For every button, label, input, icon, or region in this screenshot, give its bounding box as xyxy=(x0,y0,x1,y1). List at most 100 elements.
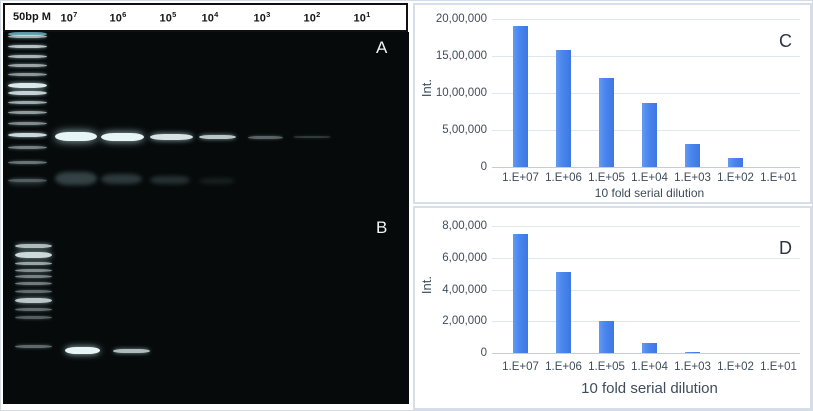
smear-band-a xyxy=(8,178,46,186)
ladder-band-b xyxy=(15,345,52,348)
panel-letter-D: D xyxy=(779,238,792,258)
y-gridline xyxy=(492,93,800,94)
x-axis-title: 10 fold serial dilution xyxy=(594,186,705,200)
sample-band-a xyxy=(199,135,236,139)
x-tick-label: 1.E+03 xyxy=(674,172,711,184)
x-axis-line xyxy=(492,167,800,168)
sample-band-a xyxy=(293,136,331,138)
ladder-band-a xyxy=(8,64,47,67)
panel-letter-C: C xyxy=(779,31,792,51)
chart-bar-1.E+05 xyxy=(599,321,614,353)
panel-b-label: B xyxy=(376,218,388,237)
gel-blot-area: A B xyxy=(3,32,409,404)
ladder-band-a xyxy=(8,133,47,137)
smear-band-a xyxy=(199,178,235,184)
smear-band-a xyxy=(150,176,190,184)
ladder-band-b xyxy=(15,275,52,278)
x-tick-label: 1.E+01 xyxy=(760,361,797,373)
chart-bar-1.E+05 xyxy=(599,78,614,167)
y-tick-label: 6,00,000 xyxy=(442,251,487,264)
ladder-band-b xyxy=(15,298,52,303)
ladder-band-a xyxy=(8,35,47,38)
y-axis-title: Int. xyxy=(419,275,434,294)
lane-label-10e4: 104 xyxy=(201,10,219,25)
intensity-chart-c: 20,00,000 15,00,000 10,00,000 5,00,000 0 1.E+… xyxy=(413,3,812,204)
ladder-band-a xyxy=(8,179,47,182)
chart-bar-1.E+03 xyxy=(685,351,700,353)
chart-bar-1.E+06 xyxy=(556,50,571,167)
sample-band-a xyxy=(150,134,193,140)
sample-band-b xyxy=(65,347,100,354)
x-tick-label: 1.E+02 xyxy=(717,172,754,184)
y-tick-label: 5,00,000 xyxy=(442,124,487,136)
x-tick-label: 1.E+03 xyxy=(674,361,711,373)
chart-bar-1.E+06 xyxy=(556,272,571,353)
y-gridline xyxy=(492,257,800,259)
lane-label-10e7: 107 xyxy=(60,10,78,25)
chart-bar-1.E+03 xyxy=(685,144,700,167)
ladder-band-b xyxy=(15,316,52,319)
y-gridline xyxy=(492,321,800,323)
sample-band-a xyxy=(55,132,97,141)
y-tick-label: 4,00,000 xyxy=(442,283,487,296)
smear-band-a xyxy=(55,172,97,185)
y-tick-label: 10,00,000 xyxy=(435,87,487,99)
x-tick-label: 1.E+07 xyxy=(502,361,539,373)
y-gridline xyxy=(492,289,800,291)
ladder-band-a xyxy=(8,122,47,125)
ladder-band-a xyxy=(8,91,47,95)
y-gridline xyxy=(492,19,800,20)
ladder-band-b xyxy=(15,244,52,248)
y-gridline xyxy=(492,226,800,227)
y-gridline xyxy=(492,56,800,57)
smear-band-a xyxy=(101,174,142,184)
ladder-band-a xyxy=(8,55,47,58)
ladder-band-a xyxy=(8,146,47,149)
x-tick-label: 1.E+05 xyxy=(588,361,625,373)
y-tick-label: 0 xyxy=(480,347,487,359)
ladder-band-b xyxy=(15,308,52,311)
y-tick-label: 20,00,000 xyxy=(435,13,487,25)
x-tick-label: 1.E+02 xyxy=(717,361,754,373)
chart-bar-1.E+04 xyxy=(642,103,657,167)
y-tick-label: 8,00,000 xyxy=(442,220,487,232)
x-tick-label: 1.E+06 xyxy=(545,361,582,373)
ladder-band-a xyxy=(8,73,47,76)
y-tick-label: 15,00,000 xyxy=(435,50,487,62)
x-axis-line xyxy=(492,353,800,354)
lane-label-10e2: 102 xyxy=(303,10,321,25)
ladder-band-b xyxy=(15,262,52,265)
gel-lane-header: 50bp M 107 106 105 104 103 102 101 xyxy=(3,3,408,32)
lane-label-10e3: 103 xyxy=(253,10,271,25)
ladder-band-b xyxy=(15,290,52,293)
ladder-band-b xyxy=(15,282,52,285)
ladder-band-a xyxy=(8,111,47,114)
x-tick-label: 1.E+01 xyxy=(760,172,797,184)
chart-bar-1.E+02 xyxy=(728,158,743,167)
sample-band-b xyxy=(113,348,150,353)
x-tick-label: 1.E+06 xyxy=(545,172,582,184)
ladder-band-a xyxy=(8,83,47,88)
x-tick-label: 1.E+04 xyxy=(631,361,668,373)
ladder-band-a xyxy=(8,161,47,164)
ladder-band-a xyxy=(8,101,47,104)
y-axis-title: Int. xyxy=(419,79,434,98)
sample-band-a xyxy=(101,133,144,141)
lane-label-10e1: 101 xyxy=(353,10,371,25)
ladder-well xyxy=(8,32,47,36)
gel-image-panel: 50bp M 107 106 105 104 103 102 101 A B xyxy=(3,3,409,404)
lane-label-10e5: 105 xyxy=(159,10,177,25)
chart-bar-1.E+04 xyxy=(642,343,657,353)
ladder-band-b xyxy=(15,252,52,258)
ladder-band-a xyxy=(8,45,47,48)
marker-lane-label: 50bp M xyxy=(13,11,51,23)
lane-label-10e6: 106 xyxy=(109,10,127,25)
x-tick-label: 1.E+05 xyxy=(588,172,625,184)
ladder-band-b xyxy=(15,269,52,272)
chart-bar-1.E+07 xyxy=(513,26,528,167)
chart-bar-1.E+07 xyxy=(513,233,528,353)
y-tick-label: 2,00,000 xyxy=(442,315,487,328)
x-tick-label: 1.E+07 xyxy=(502,172,539,184)
intensity-chart-d: 8,00,000 6,00,000 4,00,000 2,00,000 0 1.E+07 1… xyxy=(413,206,812,410)
